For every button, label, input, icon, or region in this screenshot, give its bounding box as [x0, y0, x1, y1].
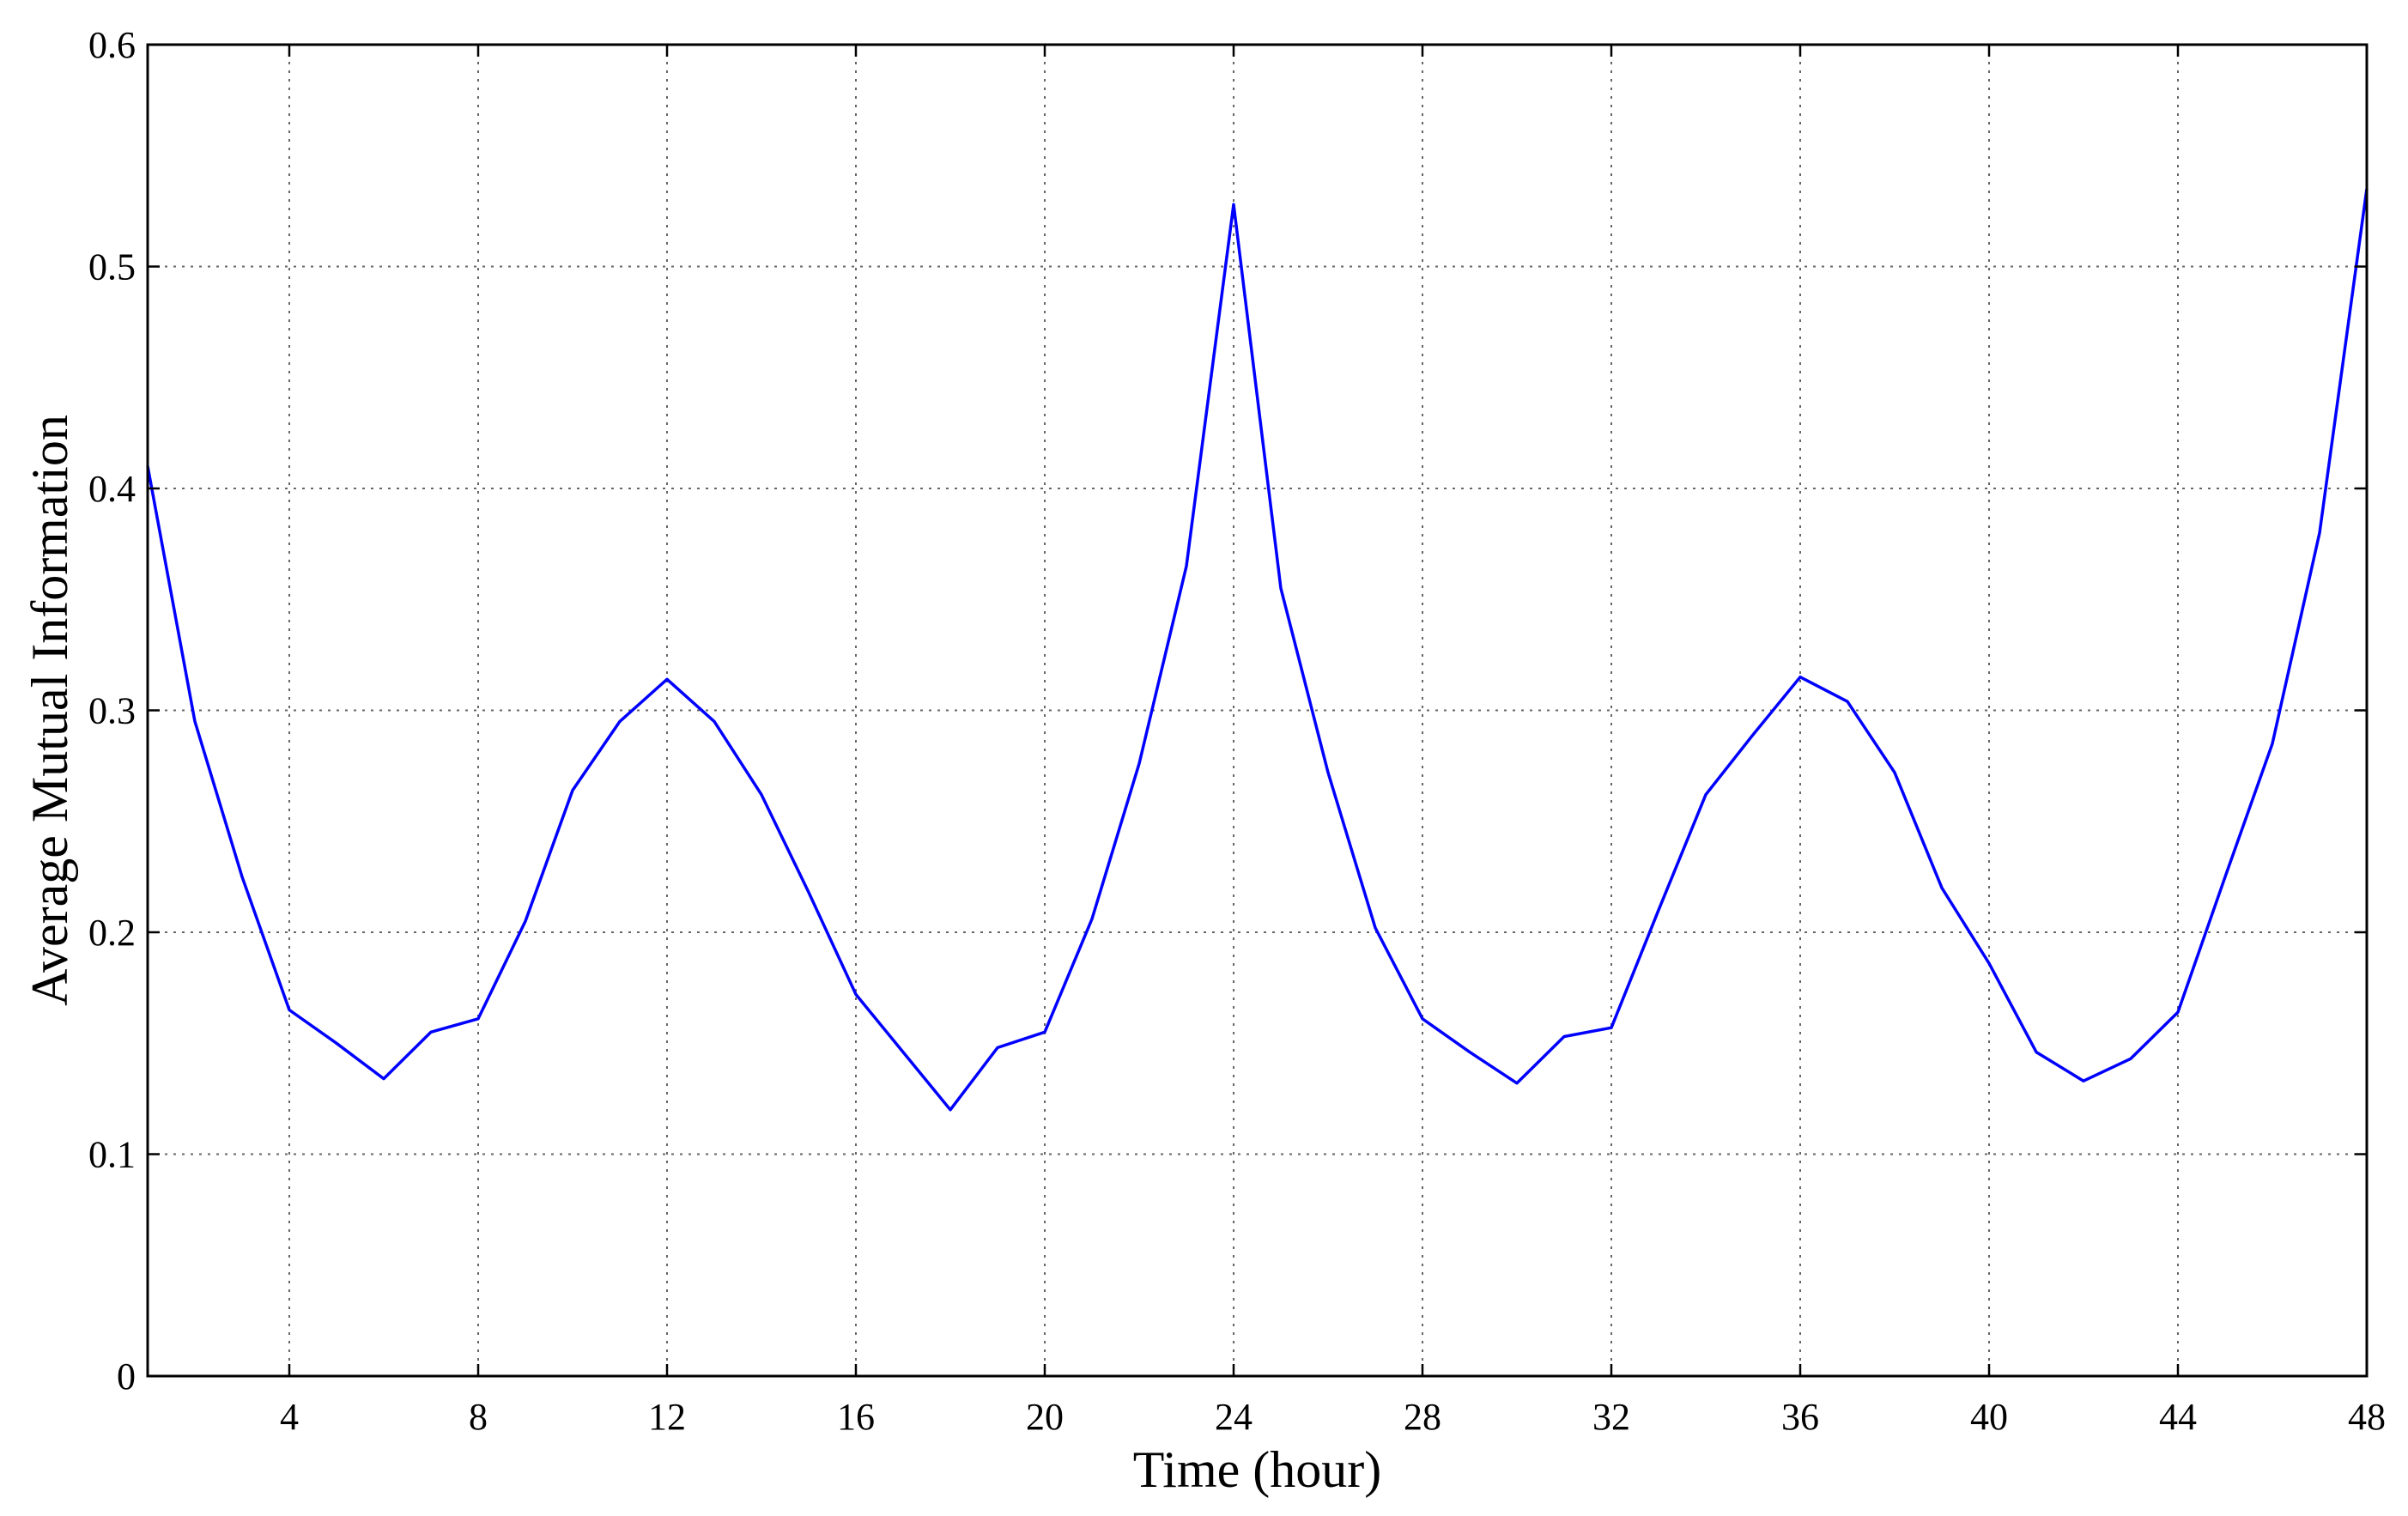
y-tick-labels: 0 0.1 0.2 0.3 0.4 0.5 0.6 [88, 24, 136, 1398]
grid-lines [148, 45, 2367, 1376]
y-tick-label: 0.5 [88, 246, 136, 288]
x-tick-label: 16 [837, 1396, 875, 1438]
tick-marks [148, 43, 2369, 1378]
x-tick-label: 40 [1970, 1396, 2008, 1438]
x-tick-label: 20 [1026, 1396, 1064, 1438]
x-tick-label: 24 [1215, 1396, 1253, 1438]
y-axis-title: Average Mutual Information [21, 415, 78, 1006]
y-tick-label: 0 [117, 1355, 136, 1398]
y-tick-label: 0.4 [88, 468, 136, 510]
x-tick-label: 4 [280, 1396, 299, 1438]
x-axis-title: Time (hour) [1133, 1441, 1381, 1498]
y-tick-label: 0.2 [88, 912, 136, 954]
series-layer [146, 188, 2369, 1112]
x-tick-label: 36 [1781, 1396, 1819, 1438]
y-tick-label: 0.6 [88, 24, 136, 66]
y-tick-label: 0.1 [88, 1134, 136, 1176]
series-line [146, 188, 2369, 1112]
x-tick-labels: 4 8 12 16 20 24 28 32 36 40 44 48 [280, 1396, 2386, 1438]
x-tick-label: 28 [1404, 1396, 1441, 1438]
x-tick-label: 32 [1592, 1396, 1630, 1438]
x-tick-label: 12 [648, 1396, 686, 1438]
y-tick-label: 0.3 [88, 690, 136, 732]
x-tick-label: 48 [2348, 1396, 2386, 1438]
x-tick-label: 44 [2159, 1396, 2197, 1438]
x-tick-label: 8 [469, 1396, 488, 1438]
